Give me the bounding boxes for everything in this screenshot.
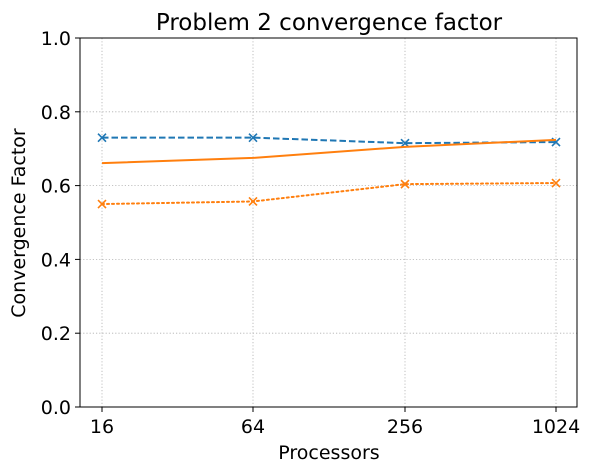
data-point-marker	[97, 133, 107, 143]
plot-frame	[79, 37, 578, 408]
series-line	[101, 182, 557, 206]
series-layer	[97, 133, 561, 209]
y-axis-label: Convergence Factor	[8, 128, 30, 318]
y-tick-label: 1.0	[41, 28, 71, 50]
data-point-marker	[248, 133, 258, 143]
data-point-marker	[248, 196, 258, 207]
y-tick-label: 0.0	[41, 397, 71, 419]
x-tick-layer: 16 64 256 1024	[90, 407, 580, 438]
x-tick-label: 256	[387, 416, 423, 438]
x-tick-label: 64	[241, 416, 265, 438]
series-line	[101, 138, 557, 165]
y-tick-label: 0.2	[41, 323, 71, 345]
data-point-marker	[97, 199, 107, 209]
data-point-marker	[551, 178, 561, 188]
y-tick-label: 0.8	[41, 102, 71, 124]
y-tick-layer: 0.0 0.2 0.4 0.6 0.8 1.0	[41, 28, 80, 419]
y-tick-label: 0.6	[41, 176, 71, 198]
x-axis-label: Processors	[278, 442, 379, 464]
chart-title: Problem 2 convergence factor	[156, 10, 503, 36]
grid-layer	[80, 38, 577, 407]
y-tick-label: 0.4	[41, 249, 71, 271]
x-tick-label: 16	[90, 416, 114, 438]
data-point-marker	[400, 179, 410, 189]
x-tick-label: 1024	[532, 416, 580, 438]
